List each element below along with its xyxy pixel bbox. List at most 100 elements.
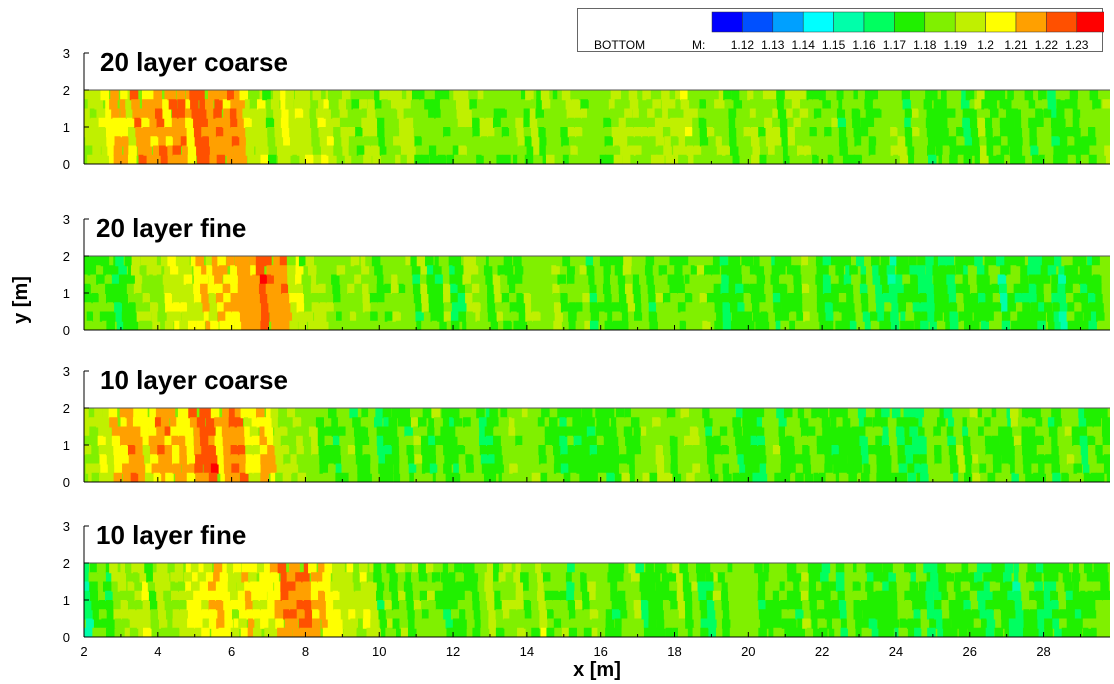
contour-cell bbox=[1069, 90, 1079, 101]
contour-cell bbox=[816, 590, 825, 601]
contour-cell bbox=[368, 426, 377, 437]
contour-cell bbox=[273, 108, 282, 119]
contour-cell bbox=[228, 408, 238, 419]
contour-cell bbox=[335, 320, 344, 330]
contour-cell bbox=[780, 274, 789, 285]
contour-cell bbox=[509, 302, 519, 313]
contour-cell bbox=[867, 435, 877, 446]
contour-cell bbox=[103, 581, 112, 592]
contour-cell bbox=[753, 90, 762, 101]
contour-cell bbox=[1006, 117, 1015, 128]
contour-cell bbox=[642, 472, 652, 482]
contour-cell bbox=[1103, 454, 1110, 465]
contour-cell bbox=[479, 293, 489, 304]
contour-cell bbox=[121, 311, 131, 322]
contour-cell bbox=[759, 463, 769, 474]
contour-cell bbox=[405, 590, 414, 601]
contour-cell bbox=[279, 426, 289, 437]
contour-cell bbox=[424, 90, 434, 101]
contour-cell bbox=[687, 627, 697, 637]
contour-cell bbox=[1023, 618, 1033, 629]
contour-cell bbox=[1028, 256, 1037, 267]
contour-cell bbox=[149, 117, 158, 128]
contour-cell bbox=[824, 127, 833, 138]
contour-cell bbox=[264, 581, 274, 592]
contour-cell bbox=[714, 445, 723, 456]
contour-cell bbox=[340, 127, 350, 138]
contour-cell bbox=[840, 618, 850, 629]
contour-cell bbox=[909, 426, 918, 437]
contour-cell bbox=[563, 472, 573, 482]
contour-cell bbox=[625, 581, 635, 592]
contour-cell bbox=[295, 572, 304, 583]
contour-cell bbox=[554, 454, 563, 465]
contour-cell bbox=[158, 136, 167, 147]
contour-cell bbox=[765, 108, 774, 119]
contour-cell bbox=[107, 145, 116, 156]
contour-cell bbox=[774, 256, 784, 267]
contour-cell bbox=[1035, 590, 1045, 601]
contour-cell bbox=[193, 600, 203, 611]
contour-cell bbox=[780, 293, 789, 304]
contour-cell bbox=[194, 618, 203, 629]
contour-cell bbox=[193, 274, 203, 285]
contour-cell bbox=[437, 136, 446, 147]
contour-cell bbox=[1053, 311, 1063, 322]
contour-cell bbox=[177, 581, 187, 592]
contour-cell bbox=[958, 618, 968, 629]
contour-cell bbox=[84, 581, 91, 592]
contour-cell bbox=[780, 600, 789, 611]
contour-cell bbox=[1088, 136, 1098, 147]
contour-cell bbox=[722, 320, 732, 330]
contour-cell bbox=[574, 590, 583, 601]
contour-cell bbox=[716, 311, 725, 322]
contour-cell bbox=[445, 472, 455, 482]
contour-cell bbox=[736, 136, 746, 147]
contour-cell bbox=[858, 426, 868, 437]
contour-cell bbox=[118, 265, 127, 276]
contour-cell bbox=[838, 136, 848, 147]
contour-cell bbox=[610, 283, 620, 294]
contour-cell bbox=[248, 472, 258, 482]
contour-cell bbox=[868, 454, 878, 465]
contour-cell bbox=[780, 463, 790, 474]
contour-cell bbox=[325, 590, 334, 601]
contour-cell bbox=[420, 283, 429, 294]
contour-cell bbox=[742, 274, 752, 285]
contour-cell bbox=[318, 600, 328, 611]
contour-cell bbox=[940, 426, 950, 437]
contour-cell bbox=[187, 609, 197, 620]
contour-cell bbox=[238, 618, 247, 629]
contour-cell bbox=[1058, 600, 1068, 611]
contour-cell bbox=[948, 627, 958, 637]
contour-cell bbox=[899, 256, 909, 267]
contour-cell bbox=[252, 463, 262, 474]
contour-cell bbox=[100, 256, 110, 267]
contour-cell bbox=[979, 302, 988, 313]
contour-cell bbox=[1089, 90, 1099, 101]
contour-cell bbox=[1014, 600, 1024, 611]
contour-cell bbox=[1046, 311, 1056, 322]
contour-cell bbox=[1035, 99, 1044, 110]
contour-cell bbox=[964, 609, 974, 620]
contour-cell bbox=[1043, 581, 1053, 592]
contour-cell bbox=[1054, 256, 1063, 267]
contour-cell bbox=[128, 145, 137, 156]
contour-cell bbox=[787, 117, 796, 128]
contour-cell bbox=[1007, 136, 1017, 147]
contour-cell bbox=[805, 320, 814, 330]
contour-cell bbox=[111, 265, 120, 276]
contour-cell bbox=[550, 274, 559, 285]
contour-cell bbox=[355, 590, 364, 601]
contour-cell bbox=[1030, 618, 1040, 629]
contour-cell bbox=[579, 417, 589, 428]
contour-cell bbox=[1089, 145, 1098, 156]
contour-cell bbox=[209, 302, 219, 313]
contour-cell bbox=[135, 445, 144, 456]
contour-cell bbox=[926, 454, 936, 465]
contour-cell bbox=[623, 426, 633, 437]
contour-cell bbox=[772, 127, 782, 138]
contour-cell bbox=[311, 618, 321, 629]
contour-cell bbox=[1023, 463, 1032, 474]
contour-cell bbox=[540, 90, 550, 101]
